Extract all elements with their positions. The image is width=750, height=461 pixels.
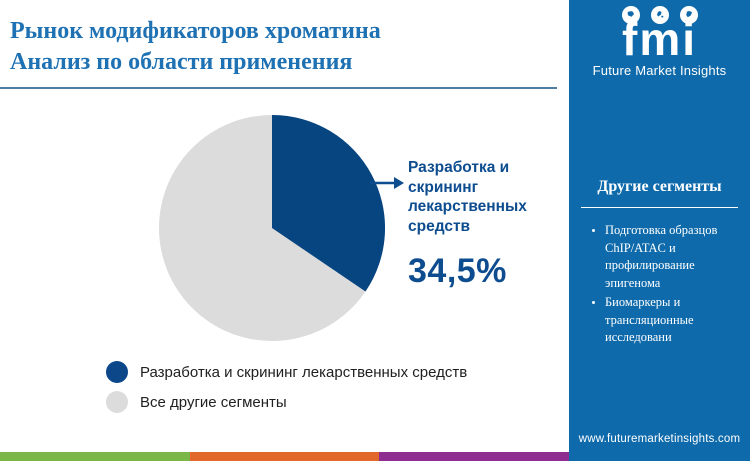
- main-content: Рынок модификаторов хроматина Анализ по …: [0, 16, 558, 421]
- callout-arrow-icon: [370, 177, 404, 189]
- asia-globe-icon: [679, 6, 698, 24]
- sidebar-bullet-list: Подготовка образцов ChIP/ATAC и профилир…: [591, 222, 745, 349]
- sidebar-bullet-item: Биомаркеры и трансляционные исследовани: [605, 294, 745, 347]
- logo-globes: [569, 6, 750, 24]
- legend-label-other: Все другие сегменты: [140, 393, 287, 411]
- footer-color-bar: [0, 452, 570, 461]
- sidebar: fmi Future Market Insights Другие сегмен…: [569, 0, 750, 461]
- chart-legend: Разработка и скрининг лекарственных сред…: [106, 361, 467, 421]
- fmi-logo-text: fmi: [622, 13, 697, 65]
- legend-swatch-other: [106, 391, 128, 413]
- legend-item-primary: Разработка и скрининг лекарственных сред…: [106, 361, 467, 383]
- footer-segment-orange: [189, 452, 380, 461]
- title-divider: [0, 87, 557, 89]
- europe-globe-icon: [650, 6, 669, 24]
- pie-chart: [159, 114, 386, 341]
- footer-segment-green: [0, 452, 190, 461]
- legend-item-other: Все другие сегменты: [106, 391, 467, 413]
- pie-callout: Разработка и скрининг лекарственных сред…: [408, 158, 558, 291]
- fmi-logo: fmi Future Market Insights: [569, 6, 750, 78]
- americas-globe-icon: [621, 6, 640, 24]
- sidebar-heading: Другие сегменты: [581, 178, 738, 208]
- callout-label: Разработка и скрининг лекарственных сред…: [408, 159, 527, 235]
- legend-label-primary: Разработка и скрининг лекарственных сред…: [140, 363, 468, 381]
- fmi-logo-subtitle: Future Market Insights: [592, 63, 727, 78]
- sidebar-bullet-item: Подготовка образцов ChIP/ATAC и профилир…: [605, 222, 745, 292]
- page-title-line1: Рынок модификаторов хроматина: [10, 18, 381, 44]
- callout-value: 34,5%: [408, 252, 507, 290]
- page-title-line2: Анализ по области применения: [10, 49, 353, 75]
- pie-slice-primary[interactable]: [272, 114, 386, 292]
- website-link[interactable]: www.futuremarketinsights.com: [578, 433, 741, 445]
- footer-segment-purple: [379, 452, 570, 461]
- pie-chart-svg: [159, 114, 386, 341]
- page-title: Рынок модификаторов хроматина Анализ по …: [10, 16, 555, 78]
- legend-swatch-primary: [106, 361, 128, 383]
